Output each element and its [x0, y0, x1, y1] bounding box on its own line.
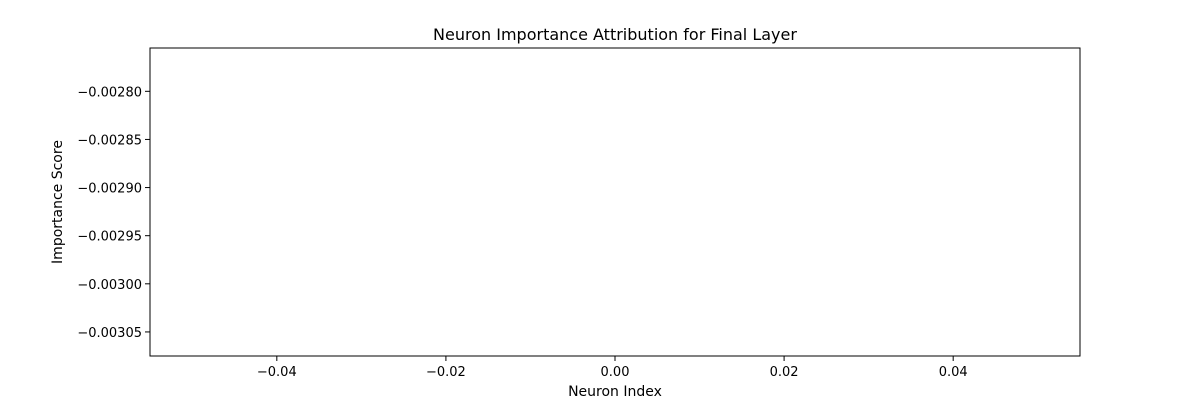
- x-tick-label: 0.04: [939, 365, 968, 380]
- x-axis-label: Neuron Index: [568, 384, 662, 400]
- x-axis-ticks: −0.04 −0.02 0.00 0.02 0.04: [257, 356, 968, 380]
- y-tick-label: −0.00285: [77, 133, 142, 148]
- y-axis-ticks: −0.00280 −0.00285 −0.00290 −0.00295 −0.00300…: [77, 85, 150, 341]
- x-tick-label: 0.02: [770, 365, 799, 380]
- chart-title: Neuron Importance Attribution for Final …: [433, 25, 797, 44]
- x-tick-label: 0.00: [601, 365, 630, 380]
- plot-frame: [149, 47, 1081, 357]
- y-tick-label: −0.00290: [77, 182, 142, 197]
- y-tick-label: −0.00305: [77, 326, 142, 341]
- y-tick-label: −0.00295: [77, 230, 142, 245]
- y-axis-label: Importance Score: [50, 140, 66, 264]
- x-tick-label: −0.02: [426, 365, 466, 380]
- y-tick-label: −0.00280: [77, 85, 142, 100]
- y-tick-label: −0.00300: [77, 278, 142, 293]
- x-tick-label: −0.04: [257, 365, 297, 380]
